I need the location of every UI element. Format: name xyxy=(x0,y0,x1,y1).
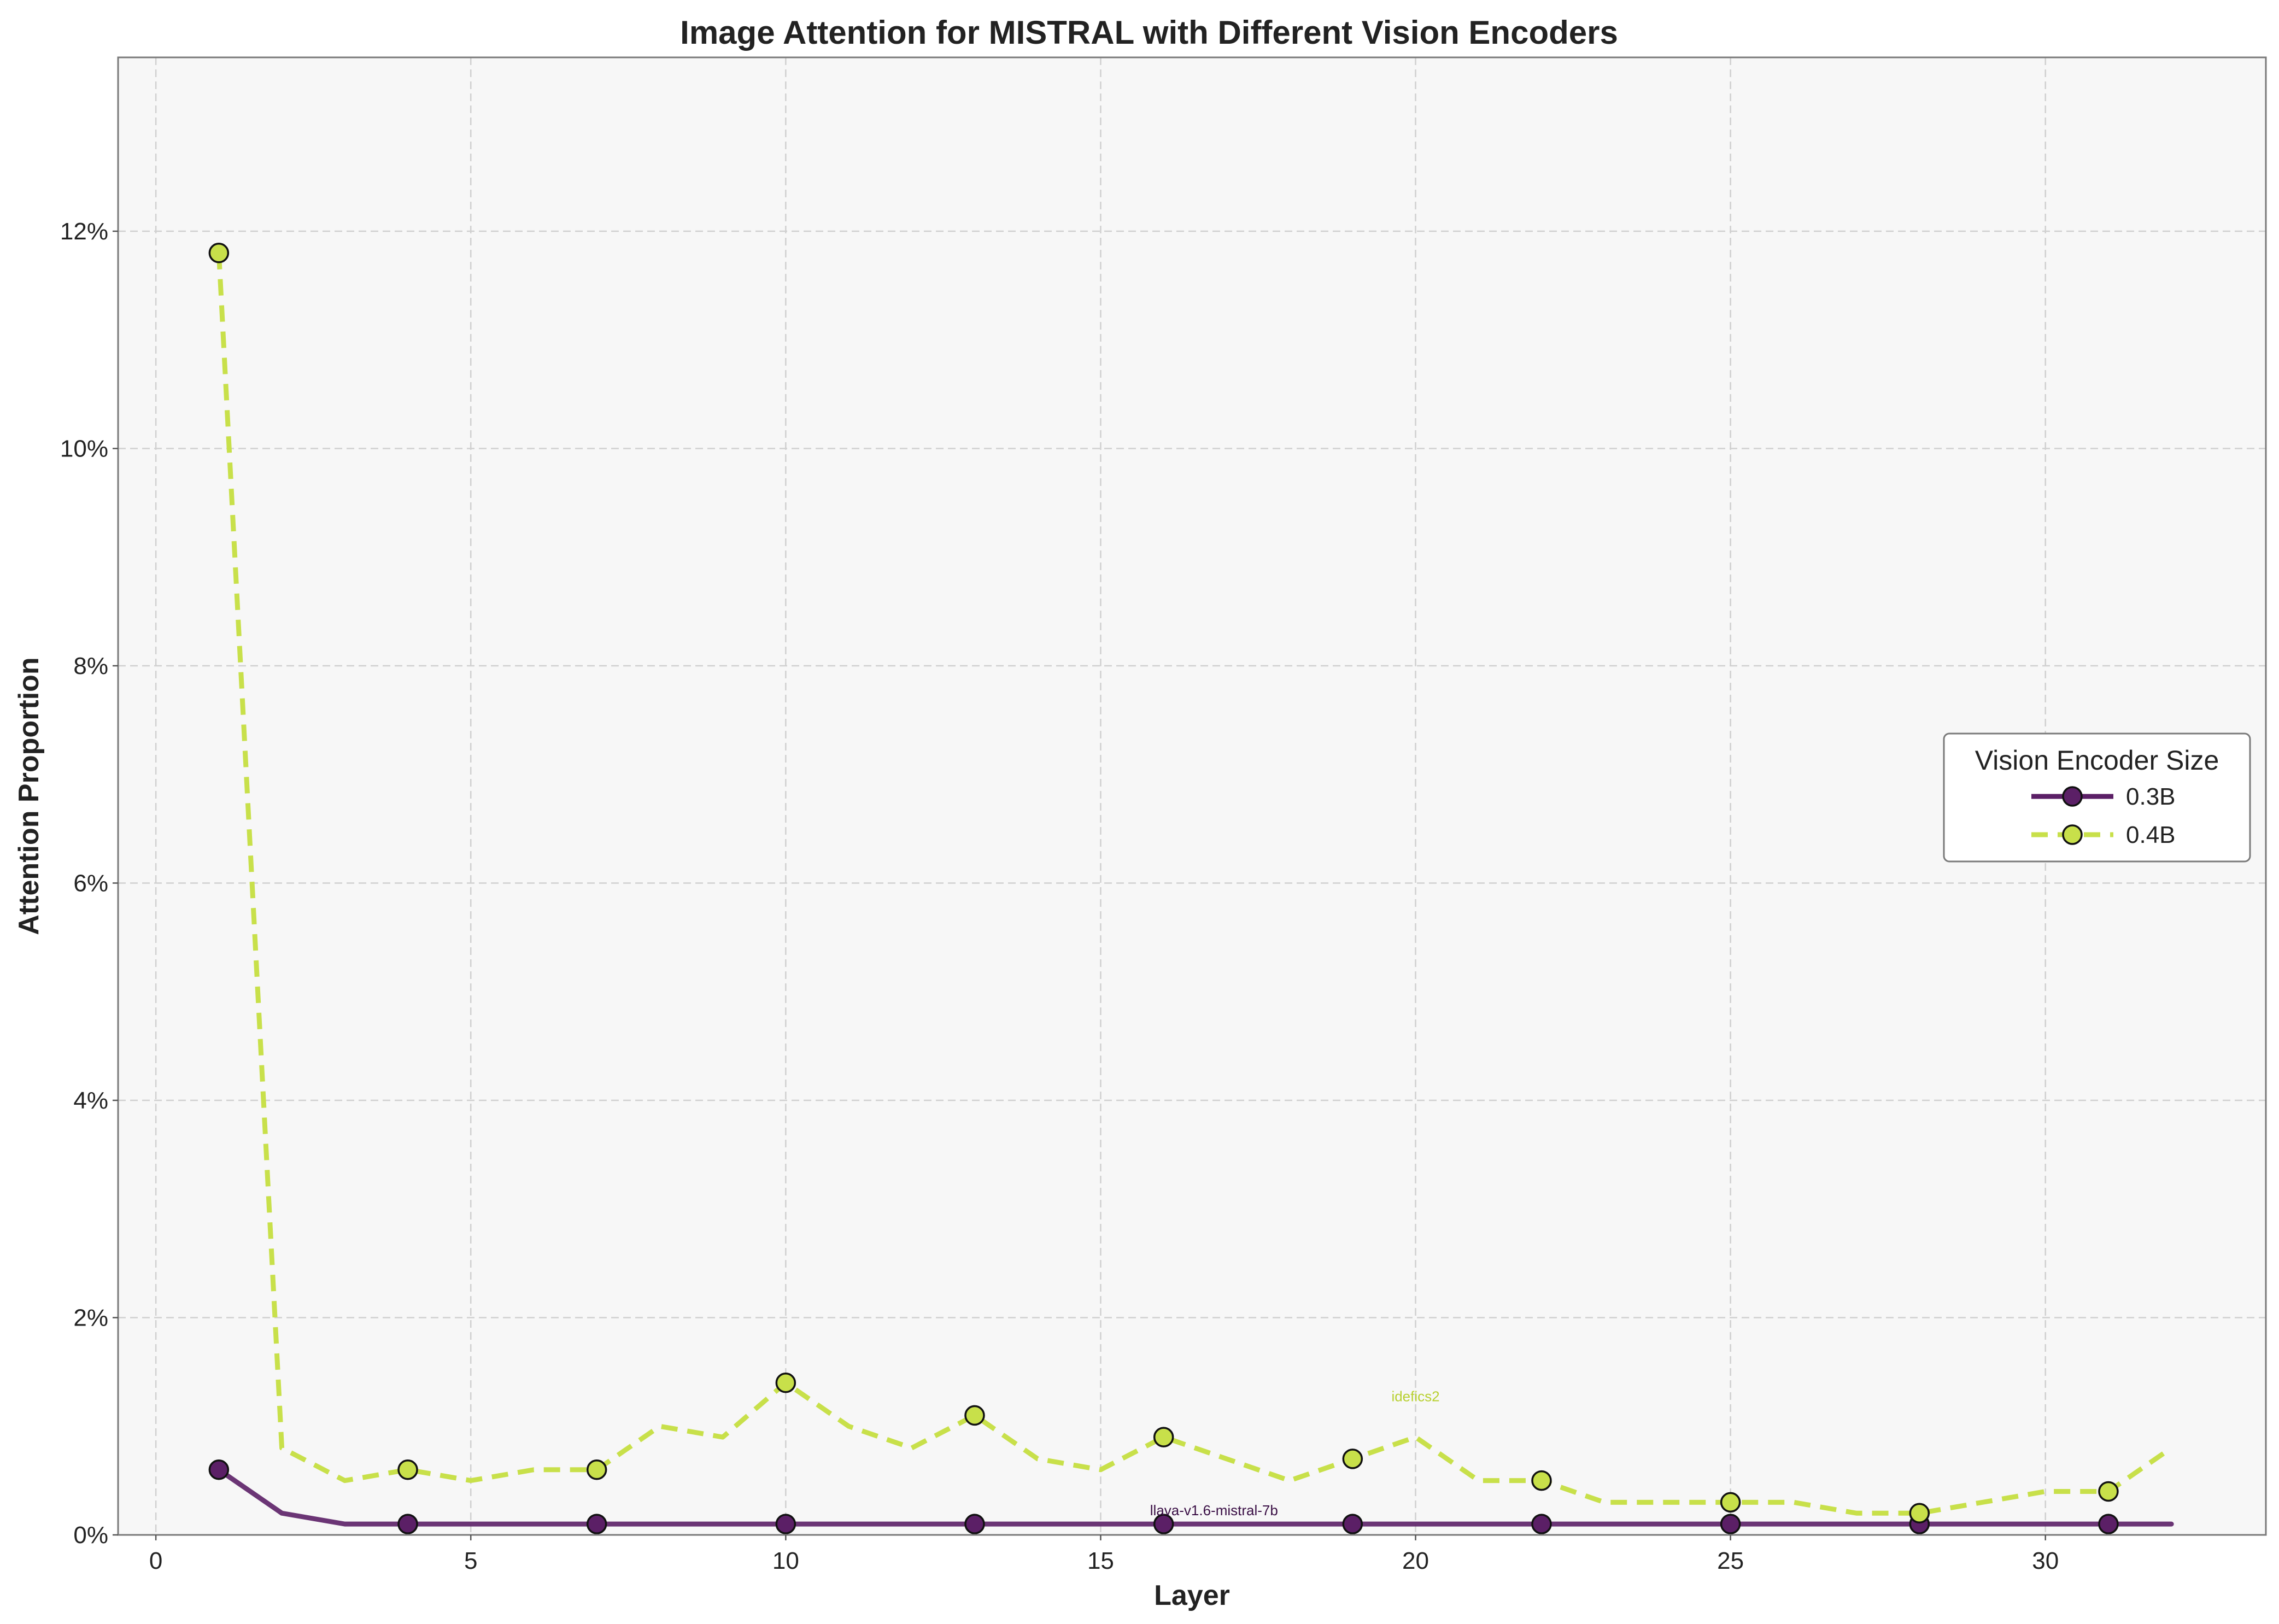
x-tick-label: 5 xyxy=(464,1547,477,1574)
data-point xyxy=(1720,1492,1741,1513)
data-point xyxy=(2098,1481,2119,1502)
y-axis-label: Attention Proportion xyxy=(13,657,45,935)
x-tick-label: 15 xyxy=(1087,1547,1114,1574)
data-point xyxy=(775,1514,796,1534)
x-tick-label: 20 xyxy=(1402,1547,1429,1574)
data-point xyxy=(586,1514,607,1534)
y-tick-label: 12% xyxy=(60,218,108,245)
data-point xyxy=(2098,1514,2119,1534)
data-point xyxy=(208,1459,230,1480)
series-layer: llava-v1.6-mistral-7b idefics2 xyxy=(208,243,2174,1534)
x-tick-label: 0 xyxy=(149,1547,162,1574)
data-point xyxy=(1909,1503,1930,1523)
data-point xyxy=(208,243,230,263)
data-point xyxy=(1153,1514,1174,1534)
series-annotation: llava-v1.6-mistral-7b xyxy=(1150,1502,1278,1519)
y-tick-label: 8% xyxy=(73,653,108,679)
legend-marker xyxy=(2062,824,2083,845)
y-tick-label: 4% xyxy=(73,1087,108,1114)
x-tick-label: 30 xyxy=(2032,1547,2059,1574)
series-line xyxy=(216,1467,2174,1527)
legend-label: 0.4B xyxy=(2126,822,2176,848)
data-point xyxy=(586,1459,607,1480)
x-tick-label: 25 xyxy=(1717,1547,1744,1574)
data-point xyxy=(775,1373,796,1393)
series-0.3B: llava-v1.6-mistral-7b xyxy=(208,1459,2174,1534)
series-annotation: idefics2 xyxy=(1391,1388,1439,1405)
data-point xyxy=(1531,1514,1552,1534)
legend-items: 0.3B 0.4B xyxy=(2031,783,2176,848)
chart-title: Image Attention for MISTRAL with Differe… xyxy=(680,14,1618,51)
y-axis-ticks: 0% 2% 4% 6% 8% 10% 12% xyxy=(60,218,118,1549)
legend-item: 0.3B xyxy=(2031,783,2176,810)
x-axis-label: Layer xyxy=(1154,1580,1230,1611)
series-0.4B: idefics2 xyxy=(208,243,2173,1523)
data-point xyxy=(397,1514,418,1534)
data-point xyxy=(1153,1427,1174,1447)
legend-marker xyxy=(2062,786,2083,807)
data-point xyxy=(1531,1470,1552,1491)
y-tick-label: 10% xyxy=(60,436,108,462)
y-tick-label: 6% xyxy=(73,870,108,897)
data-point xyxy=(397,1459,418,1480)
legend-title: Vision Encoder Size xyxy=(1975,745,2219,776)
y-tick-label: 2% xyxy=(73,1305,108,1332)
x-axis-ticks: 0 5 10 15 20 25 30 xyxy=(149,1535,2059,1574)
plot-border xyxy=(117,56,2267,1536)
plot-background xyxy=(118,57,2266,1535)
x-tick-label: 10 xyxy=(772,1547,799,1574)
series-line xyxy=(216,253,2173,1516)
data-point xyxy=(1342,1449,1363,1469)
legend-item: 0.4B xyxy=(2031,822,2176,848)
y-tick-label: 0% xyxy=(73,1522,108,1549)
data-point xyxy=(1342,1514,1363,1534)
legend: Vision Encoder Size 0.3B 0.4B xyxy=(1943,732,2251,863)
legend-label: 0.3B xyxy=(2126,783,2176,810)
data-point xyxy=(964,1514,985,1534)
data-point xyxy=(964,1405,985,1426)
data-point xyxy=(1720,1514,1741,1534)
